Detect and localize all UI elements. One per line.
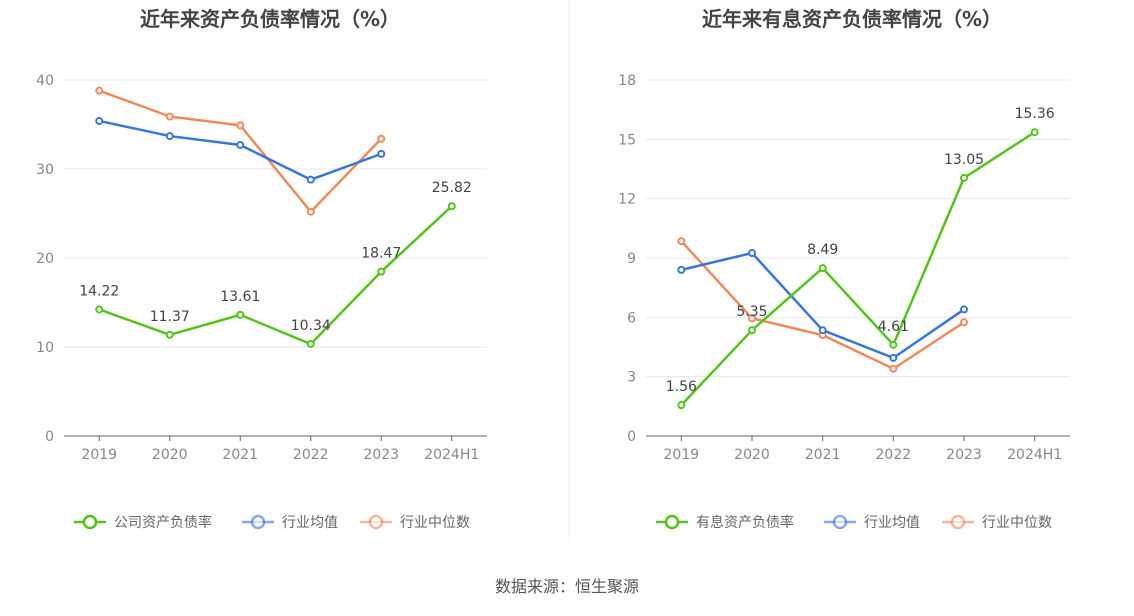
data-label: 8.49 (807, 242, 838, 258)
legend-marker (250, 514, 266, 530)
y-tick-label: 0 (45, 429, 54, 445)
series-line-0 (98, 205, 453, 346)
series-line-0 (680, 131, 1036, 407)
y-tick-label: 9 (627, 251, 636, 267)
legend-label: 行业中位数 (400, 515, 470, 531)
y-tick-label: 40 (36, 73, 54, 89)
legend-item: 公司资产负债率 (74, 514, 212, 531)
data-label: 18.47 (361, 246, 401, 262)
data-label: 25.82 (432, 180, 472, 196)
data-point (95, 86, 104, 95)
legend-marker (664, 514, 680, 530)
data-point (236, 310, 245, 319)
y-tick-label: 6 (627, 310, 636, 326)
legend-item: 行业中位数 (360, 514, 470, 531)
series-line-2 (98, 89, 383, 213)
data-label: 13.05 (944, 152, 984, 168)
data-point (677, 265, 686, 274)
data-label: 15.36 (1015, 106, 1055, 122)
legend-label: 行业中位数 (982, 515, 1052, 531)
data-label: 4.61 (878, 319, 909, 335)
legend-marker (832, 514, 848, 530)
data-point (165, 132, 174, 141)
y-tick-label: 10 (36, 340, 54, 356)
data-point (818, 264, 827, 273)
data-point (960, 173, 968, 182)
legend-marker (82, 514, 98, 530)
data-point (748, 314, 756, 323)
data-point (377, 267, 386, 276)
data-point (889, 353, 898, 362)
chart-interest-bearing-debt-ratio: 近年来有息资产负债率情况（%） 0 3 6 9 12 15 18 2019 2020 2021 202… (618, 7, 1070, 531)
chart-title: 近年来有息资产负债率情况（%） (702, 7, 1002, 31)
data-point (748, 326, 756, 335)
data-label: 13.61 (220, 289, 260, 305)
legend-item: 行业中位数 (942, 514, 1052, 531)
data-point (677, 237, 686, 246)
legend-item: 有息资产负债率 (656, 514, 794, 531)
data-point (960, 318, 968, 327)
data-point (306, 207, 315, 216)
data-point (95, 116, 104, 125)
data-point (306, 175, 315, 184)
data-point (748, 249, 756, 258)
data-point (377, 149, 386, 158)
legend-label: 有息资产负债率 (696, 514, 794, 531)
x-tick-label: 2021 (222, 447, 258, 463)
source-text: 数据来源：恒生聚源 (495, 577, 639, 596)
data-label: 10.34 (291, 318, 331, 334)
y-tick-label: 30 (36, 162, 54, 178)
data-point (165, 330, 174, 339)
data-point (889, 340, 898, 349)
x-tick-label: 2024H1 (1007, 447, 1062, 463)
legend-label: 行业均值 (282, 515, 338, 531)
data-point (377, 134, 386, 143)
data-point (818, 326, 827, 335)
data-point (889, 364, 898, 373)
y-tick-label: 15 (618, 132, 636, 148)
legend-item: 行业均值 (242, 514, 338, 531)
data-label: 11.37 (150, 309, 190, 325)
y-tick-label: 12 (618, 192, 636, 208)
data-point (960, 305, 968, 314)
x-tick-label: 2023 (946, 447, 982, 463)
data-point (306, 339, 315, 348)
legend-marker (368, 514, 384, 530)
data-label: 14.22 (79, 283, 119, 299)
data-label: 5.35 (736, 304, 767, 320)
data-point (165, 112, 174, 121)
series-line-1 (98, 119, 382, 181)
x-tick-label: 2021 (805, 447, 841, 463)
x-tick-label: 2024H1 (424, 447, 479, 463)
chart-debt-ratio: 近年来资产负债率情况（%） 0 10 20 30 40 2019 2020 2021 2022 20… (36, 7, 487, 531)
data-point (677, 401, 686, 410)
data-point (447, 202, 456, 211)
y-tick-label: 18 (618, 73, 636, 89)
legend-marker (950, 514, 966, 530)
data-point (95, 305, 104, 314)
x-tick-label: 2019 (81, 447, 117, 463)
legend-label: 公司资产负债率 (114, 514, 212, 531)
x-tick-label: 2022 (876, 447, 912, 463)
chart-title: 近年来资产负债率情况（%） (140, 7, 400, 31)
legend-item: 行业均值 (824, 514, 920, 531)
x-tick-label: 2022 (293, 447, 329, 463)
x-tick-label: 2023 (363, 447, 399, 463)
legend-label: 行业均值 (864, 515, 920, 531)
data-label: 1.56 (666, 379, 697, 395)
x-tick-label: 2019 (664, 447, 700, 463)
data-point (236, 140, 245, 149)
data-point (1030, 128, 1039, 137)
y-tick-label: 20 (36, 251, 54, 267)
data-point (236, 121, 245, 130)
y-tick-label: 3 (627, 370, 636, 386)
x-tick-label: 2020 (734, 447, 770, 463)
x-tick-label: 2020 (152, 447, 188, 463)
y-tick-label: 0 (627, 429, 636, 445)
